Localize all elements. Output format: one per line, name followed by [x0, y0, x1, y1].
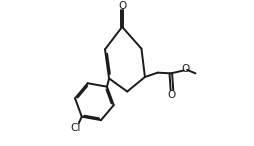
Text: O: O: [167, 90, 176, 100]
Text: O: O: [118, 1, 126, 11]
Text: O: O: [181, 64, 189, 74]
Text: Cl: Cl: [71, 123, 81, 133]
